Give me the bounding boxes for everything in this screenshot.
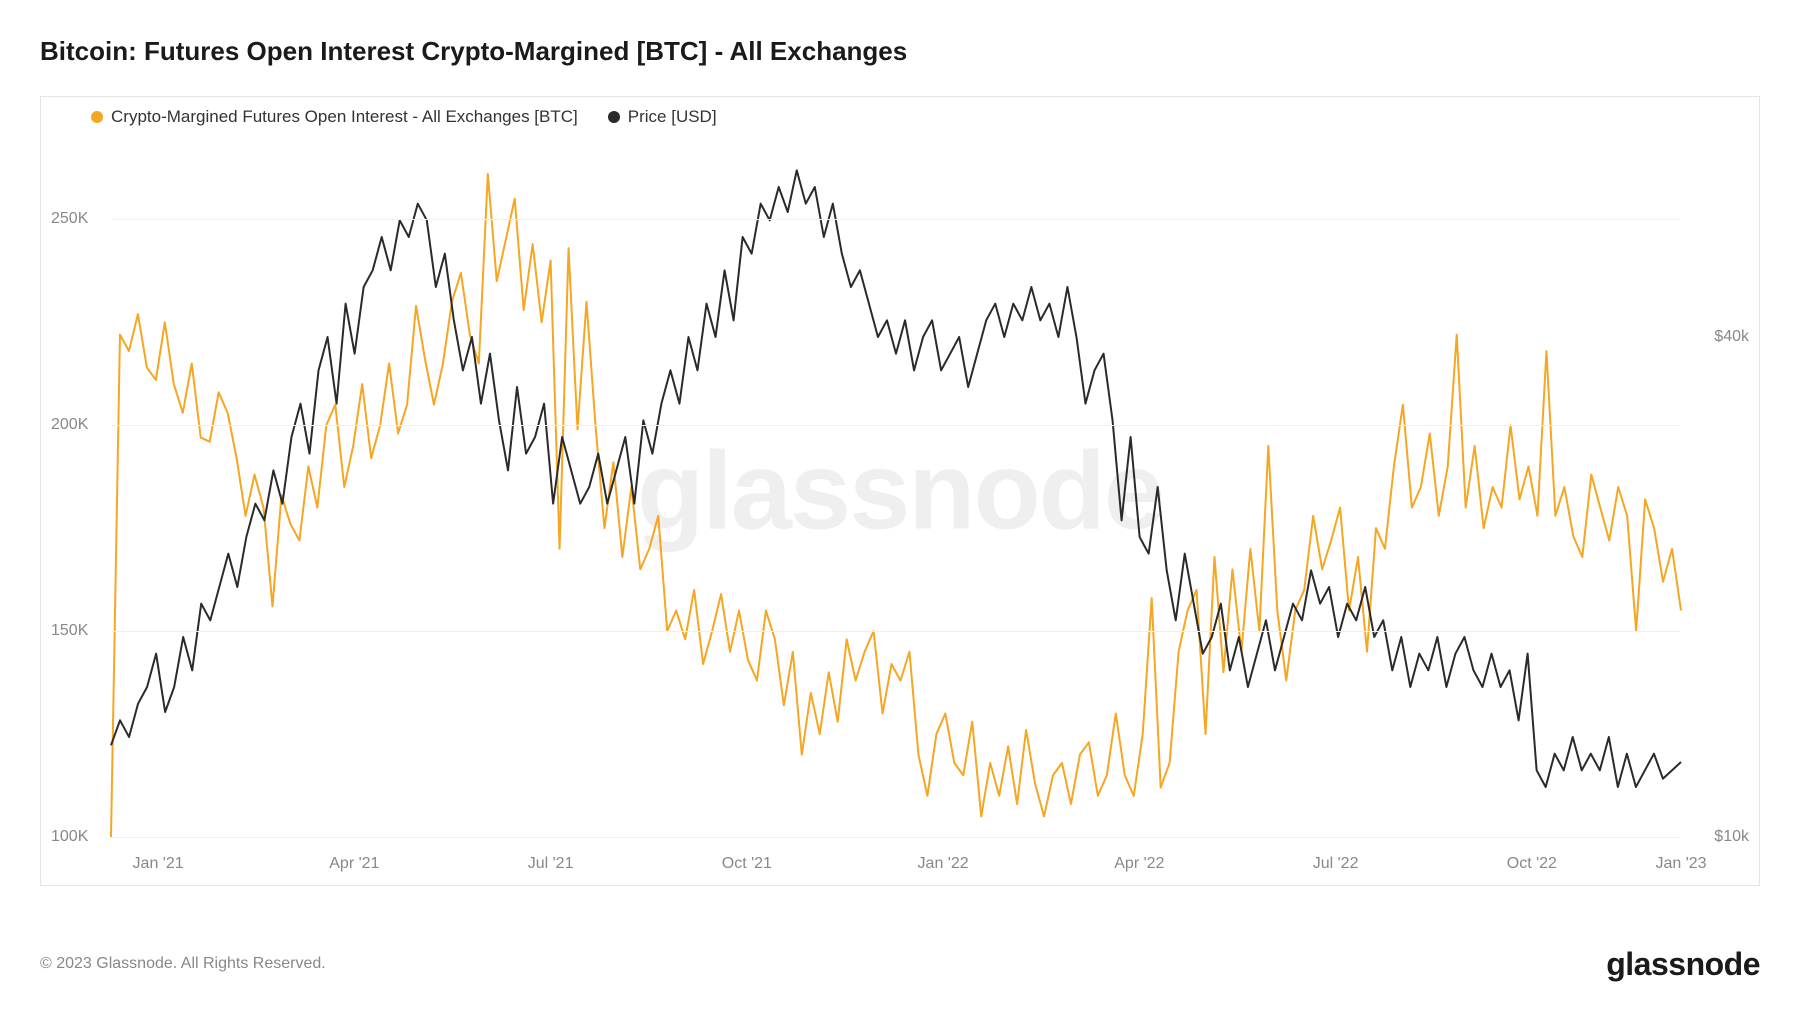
y-axis-right-label: $10k xyxy=(1714,828,1749,846)
grid-line xyxy=(111,219,1681,220)
grid-line xyxy=(111,837,1681,838)
y-axis-left-label: 250K xyxy=(51,210,88,228)
legend-dot-oi xyxy=(91,111,103,123)
x-axis-label: Oct '21 xyxy=(722,855,772,873)
x-axis-label: Apr '21 xyxy=(329,855,379,873)
y-axis-left-label: 200K xyxy=(51,416,88,434)
x-axis-label: Apr '22 xyxy=(1114,855,1164,873)
grid-line xyxy=(111,631,1681,632)
x-axis-label: Jan '22 xyxy=(918,855,969,873)
brand-logo: glassnode xyxy=(1606,946,1760,983)
legend-label-oi: Crypto-Margined Futures Open Interest - … xyxy=(111,107,578,127)
y-axis-left-label: 150K xyxy=(51,622,88,640)
y-axis-right-label: $40k xyxy=(1714,328,1749,346)
x-axis-label: Jul '21 xyxy=(528,855,574,873)
x-axis-label: Jul '22 xyxy=(1313,855,1359,873)
chart-svg xyxy=(111,137,1681,837)
legend-item-oi: Crypto-Margined Futures Open Interest - … xyxy=(91,107,578,127)
legend-item-price: Price [USD] xyxy=(608,107,717,127)
grid-line xyxy=(111,425,1681,426)
x-axis-label: Jan '21 xyxy=(133,855,184,873)
plot-area xyxy=(111,137,1681,837)
x-axis-label: Jan '23 xyxy=(1655,855,1706,873)
legend-dot-price xyxy=(608,111,620,123)
copyright-text: © 2023 Glassnode. All Rights Reserved. xyxy=(40,955,326,973)
y-axis-left-label: 100K xyxy=(51,828,88,846)
series-oi-line xyxy=(111,174,1681,837)
chart-container: Crypto-Margined Futures Open Interest - … xyxy=(40,96,1760,886)
legend-label-price: Price [USD] xyxy=(628,107,717,127)
legend: Crypto-Margined Futures Open Interest - … xyxy=(91,107,717,127)
chart-title: Bitcoin: Futures Open Interest Crypto-Ma… xyxy=(40,36,907,67)
x-axis-label: Oct '22 xyxy=(1507,855,1557,873)
